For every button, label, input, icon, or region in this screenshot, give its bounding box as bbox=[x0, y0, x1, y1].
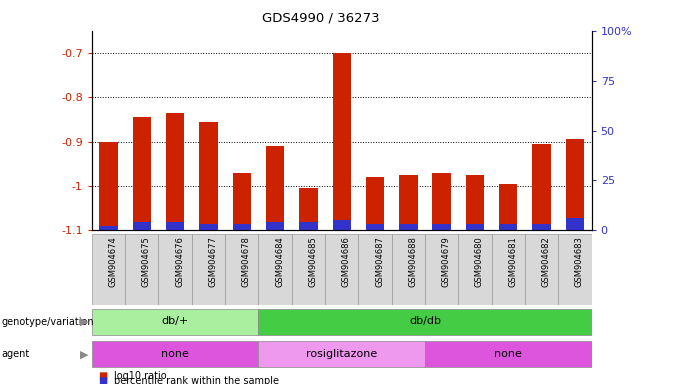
Bar bbox=[466, 224, 484, 230]
Bar bbox=[558, 234, 592, 305]
Bar bbox=[258, 341, 425, 367]
Bar bbox=[366, 224, 384, 230]
Text: GSM904681: GSM904681 bbox=[509, 237, 517, 287]
Bar bbox=[292, 234, 325, 305]
Text: GSM904687: GSM904687 bbox=[375, 237, 384, 287]
Bar bbox=[325, 234, 358, 305]
Text: GSM904674: GSM904674 bbox=[109, 237, 118, 287]
Text: none: none bbox=[161, 349, 189, 359]
Bar bbox=[425, 341, 592, 367]
Bar bbox=[125, 234, 158, 305]
Bar bbox=[99, 227, 118, 230]
Text: genotype/variation: genotype/variation bbox=[1, 316, 94, 327]
Bar bbox=[299, 188, 318, 230]
Bar bbox=[225, 234, 258, 305]
Text: none: none bbox=[494, 349, 522, 359]
Bar bbox=[158, 234, 192, 305]
Bar bbox=[99, 142, 118, 230]
Bar bbox=[258, 309, 592, 334]
Text: GDS4990 / 36273: GDS4990 / 36273 bbox=[262, 12, 380, 25]
Text: ▶: ▶ bbox=[80, 316, 88, 327]
Text: GSM904688: GSM904688 bbox=[408, 237, 418, 287]
Bar bbox=[358, 234, 392, 305]
Bar bbox=[92, 309, 258, 334]
Text: rosiglitazone: rosiglitazone bbox=[306, 349, 377, 359]
Bar bbox=[366, 177, 384, 230]
Bar bbox=[233, 173, 251, 230]
Text: GSM904678: GSM904678 bbox=[242, 237, 251, 287]
Bar bbox=[566, 139, 584, 230]
Bar bbox=[525, 234, 558, 305]
Text: GSM904684: GSM904684 bbox=[275, 237, 284, 287]
Text: percentile rank within the sample: percentile rank within the sample bbox=[114, 376, 279, 384]
Text: ■: ■ bbox=[99, 376, 108, 384]
Bar bbox=[92, 341, 258, 367]
Text: GSM904683: GSM904683 bbox=[575, 237, 584, 287]
Text: GSM904679: GSM904679 bbox=[442, 237, 451, 287]
Bar bbox=[258, 234, 292, 305]
Bar bbox=[499, 224, 517, 230]
Bar bbox=[399, 175, 418, 230]
Bar bbox=[166, 113, 184, 230]
Text: GSM904682: GSM904682 bbox=[541, 237, 551, 287]
Bar bbox=[233, 224, 251, 230]
Text: GSM904677: GSM904677 bbox=[208, 237, 218, 287]
Text: GSM904686: GSM904686 bbox=[342, 237, 351, 287]
Bar bbox=[92, 234, 125, 305]
Text: log10 ratio: log10 ratio bbox=[114, 371, 166, 381]
Text: agent: agent bbox=[1, 349, 30, 359]
Bar bbox=[266, 222, 284, 230]
Bar bbox=[432, 173, 451, 230]
Text: db/db: db/db bbox=[409, 316, 441, 326]
Bar bbox=[566, 218, 584, 230]
Bar bbox=[333, 53, 351, 230]
Text: GSM904675: GSM904675 bbox=[141, 237, 151, 287]
Bar bbox=[133, 117, 151, 230]
Bar bbox=[499, 184, 517, 230]
Bar bbox=[532, 224, 551, 230]
Text: ■: ■ bbox=[99, 371, 108, 381]
Text: GSM904676: GSM904676 bbox=[175, 237, 184, 287]
Bar bbox=[199, 122, 218, 230]
Bar bbox=[133, 222, 151, 230]
Text: ▶: ▶ bbox=[80, 349, 88, 359]
Bar bbox=[466, 175, 484, 230]
Text: GSM904680: GSM904680 bbox=[475, 237, 484, 287]
Bar bbox=[458, 234, 492, 305]
Bar bbox=[425, 234, 458, 305]
Bar bbox=[199, 224, 218, 230]
Bar bbox=[399, 224, 418, 230]
Bar bbox=[532, 144, 551, 230]
Bar bbox=[492, 234, 525, 305]
Text: GSM904685: GSM904685 bbox=[309, 237, 318, 287]
Text: db/+: db/+ bbox=[161, 316, 189, 326]
Bar bbox=[192, 234, 225, 305]
Bar bbox=[299, 222, 318, 230]
Bar bbox=[333, 220, 351, 230]
Bar bbox=[166, 222, 184, 230]
Bar bbox=[432, 224, 451, 230]
Bar bbox=[266, 146, 284, 230]
Bar bbox=[392, 234, 425, 305]
